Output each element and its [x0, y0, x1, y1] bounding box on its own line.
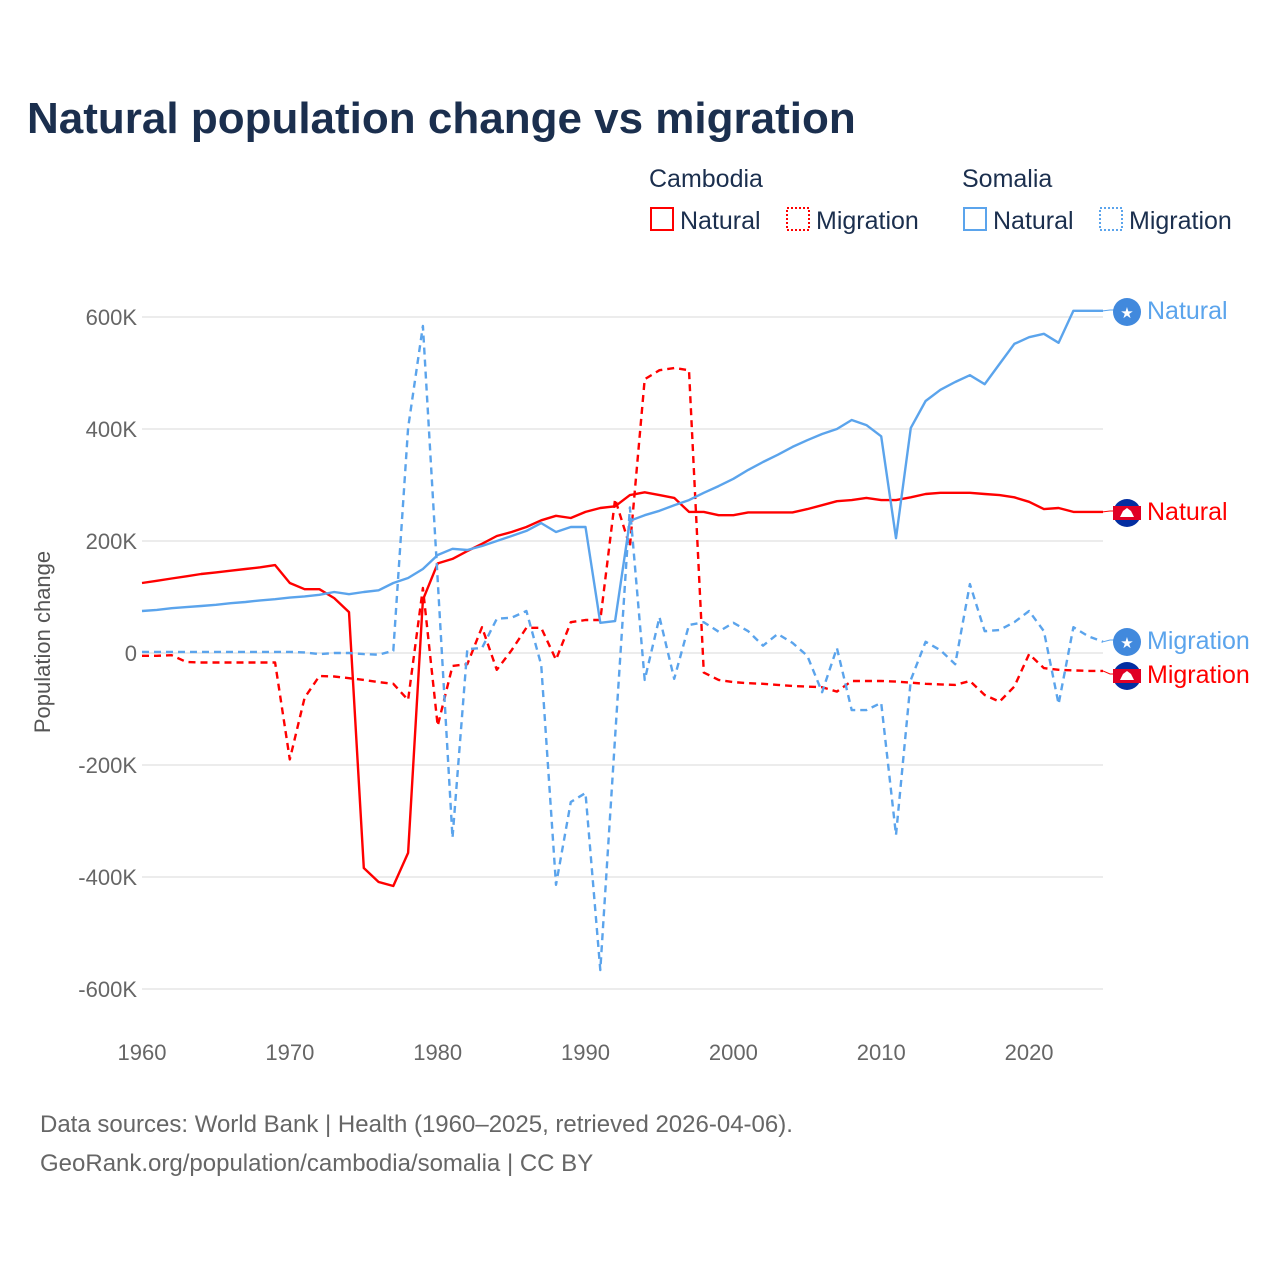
legend-swatch-somalia-migration [1099, 207, 1123, 231]
legend-swatch-cambodia-natural [650, 207, 674, 231]
cambodia-flag-icon [1113, 662, 1141, 690]
series-line-somalia-migration[interactable] [142, 324, 1104, 972]
x-tick-label: 1990 [561, 1040, 610, 1065]
end-labels: Natural Migration ★ Natural ★ Migration [1102, 297, 1250, 690]
legend-group-cambodia: Cambodia [649, 165, 763, 193]
legend-label-cambodia-migration[interactable]: Migration [816, 207, 919, 235]
y-tick-label: 0 [125, 641, 137, 666]
y-tick-label: 600K [86, 305, 138, 330]
legend-label-somalia-natural[interactable]: Natural [993, 207, 1074, 235]
chart-title: Natural population change vs migration [27, 94, 856, 143]
footer-sources: Data sources: World Bank | Health (1960–… [40, 1111, 793, 1138]
end-label-cambodia-migration: Migration [1147, 661, 1250, 689]
footer-link[interactable]: GeoRank.org/population/cambodia/somalia … [40, 1150, 593, 1177]
legend-label-cambodia-natural[interactable]: Natural [680, 207, 761, 235]
x-axis-ticks: 1960 1970 1980 1990 2000 2010 2020 [118, 1040, 1054, 1065]
label-connector [1102, 670, 1114, 675]
x-tick-label: 1970 [265, 1040, 314, 1065]
legend-swatch-cambodia-migration [786, 207, 810, 231]
y-tick-label: -200K [78, 753, 137, 778]
x-tick-label: 2000 [709, 1040, 758, 1065]
series-lines [141, 309, 1104, 972]
cambodia-flag-icon [1113, 499, 1141, 527]
x-tick-label: 2020 [1005, 1040, 1054, 1065]
x-tick-label: 1980 [413, 1040, 462, 1065]
legend-label-somalia-migration[interactable]: Migration [1129, 207, 1232, 235]
label-connector [1102, 510, 1114, 513]
svg-text:★: ★ [1120, 305, 1133, 322]
end-label-somalia-migration: Migration [1147, 627, 1250, 655]
y-axis-ticks: 600K 400K 200K 0 -200K -400K -600K [78, 305, 137, 1002]
legend-swatch-somalia-natural [963, 207, 987, 231]
y-tick-label: -600K [78, 977, 137, 1002]
legend: Cambodia Natural Migration Somalia Natur… [649, 165, 1232, 235]
label-connector [1102, 639, 1114, 643]
series-line-cambodia-migration[interactable] [142, 366, 1103, 761]
somalia-flag-icon: ★ [1113, 628, 1141, 656]
end-label-cambodia-natural: Natural [1147, 498, 1228, 526]
y-tick-label: 200K [86, 529, 138, 554]
x-tick-label: 2010 [857, 1040, 906, 1065]
series-line-cambodia-natural[interactable] [141, 491, 1103, 888]
y-tick-label: -400K [78, 865, 137, 890]
label-connector [1102, 309, 1114, 312]
somalia-flag-icon: ★ [1113, 298, 1141, 326]
series-line-somalia-natural[interactable] [141, 309, 1103, 624]
y-axis-label: Population change [30, 551, 55, 733]
x-tick-label: 1960 [118, 1040, 167, 1065]
y-tick-label: 400K [86, 417, 138, 442]
end-label-somalia-natural: Natural [1147, 297, 1228, 325]
svg-text:★: ★ [1120, 635, 1133, 652]
legend-group-somalia: Somalia [962, 165, 1052, 193]
